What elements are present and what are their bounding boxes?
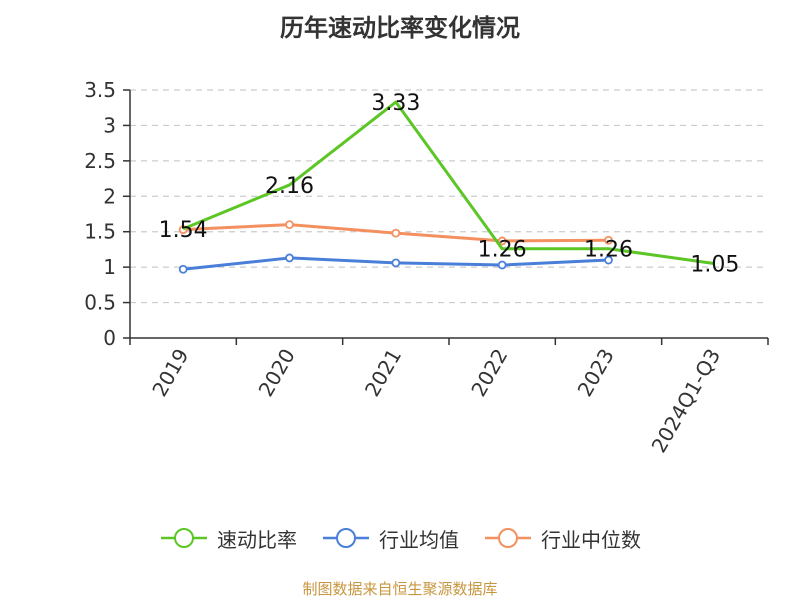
series-point [604,255,613,265]
series-lines [178,100,716,274]
data-label: 3.33 [371,91,420,116]
legend-circle [174,528,194,548]
y-tick-label: 2 [103,184,116,208]
x-tick-label: 2020 [254,345,300,401]
grid-lines [130,89,768,304]
series-line-1 [182,100,716,266]
legend-marker [323,528,369,548]
x-tick-label: 2021 [360,345,406,401]
series-point [285,220,294,230]
legend-item-3[interactable]: 行业中位数 [483,524,641,553]
legend-item-1[interactable]: 速动比率 [159,524,297,553]
y-tick-label: 1.5 [84,220,116,244]
legend-circle [336,528,356,548]
series-point [391,258,401,268]
series-point [391,228,401,238]
y-tick-label: 3.5 [84,78,116,102]
series-point [497,236,507,246]
series-point [285,253,294,263]
data-labels: 1.54 2.16 3.33 1.26 1.26 1.05 [159,91,740,278]
legend-label: 速动比率 [217,527,297,552]
x-tick-label: 2023 [573,345,619,401]
x-tick-label: 2019 [147,345,193,401]
x-tick-label: 2024Q1-Q3 [646,345,725,457]
data-label: 1.26 [584,238,633,263]
line-chart: 0 0.5 1 1.5 2 2.5 3 3.5 2019 2020 2021 2022 2023 2024… [84,78,769,457]
chart-title: 历年速动比率变化情况 [280,14,520,42]
series-point [178,264,188,274]
legend: 速动比率 行业均值 行业中位数 [0,520,800,556]
x-tick-label: 2022 [466,344,512,400]
legend-label: 行业中位数 [541,527,641,552]
legend-label: 行业均值 [379,527,459,552]
legend-marker [485,528,531,548]
y-tick-label: 0.5 [84,291,116,315]
y-tick-label: 0 [103,326,116,350]
y-tick-label: 2.5 [84,149,116,173]
legend-marker [161,528,207,548]
y-tick-label: 3 [103,113,116,137]
y-tick-label: 1 [103,255,116,279]
data-label: 1.26 [478,238,527,263]
source-note: 制图数据来自恒生聚源数据库 [302,580,498,598]
data-label: 2.16 [265,174,314,199]
legend-circle [498,528,518,548]
legend-item-2[interactable]: 行业均值 [321,524,459,553]
series-point [497,260,507,270]
data-label: 1.54 [159,218,208,243]
data-label: 1.05 [690,253,739,278]
series-point [604,235,613,245]
